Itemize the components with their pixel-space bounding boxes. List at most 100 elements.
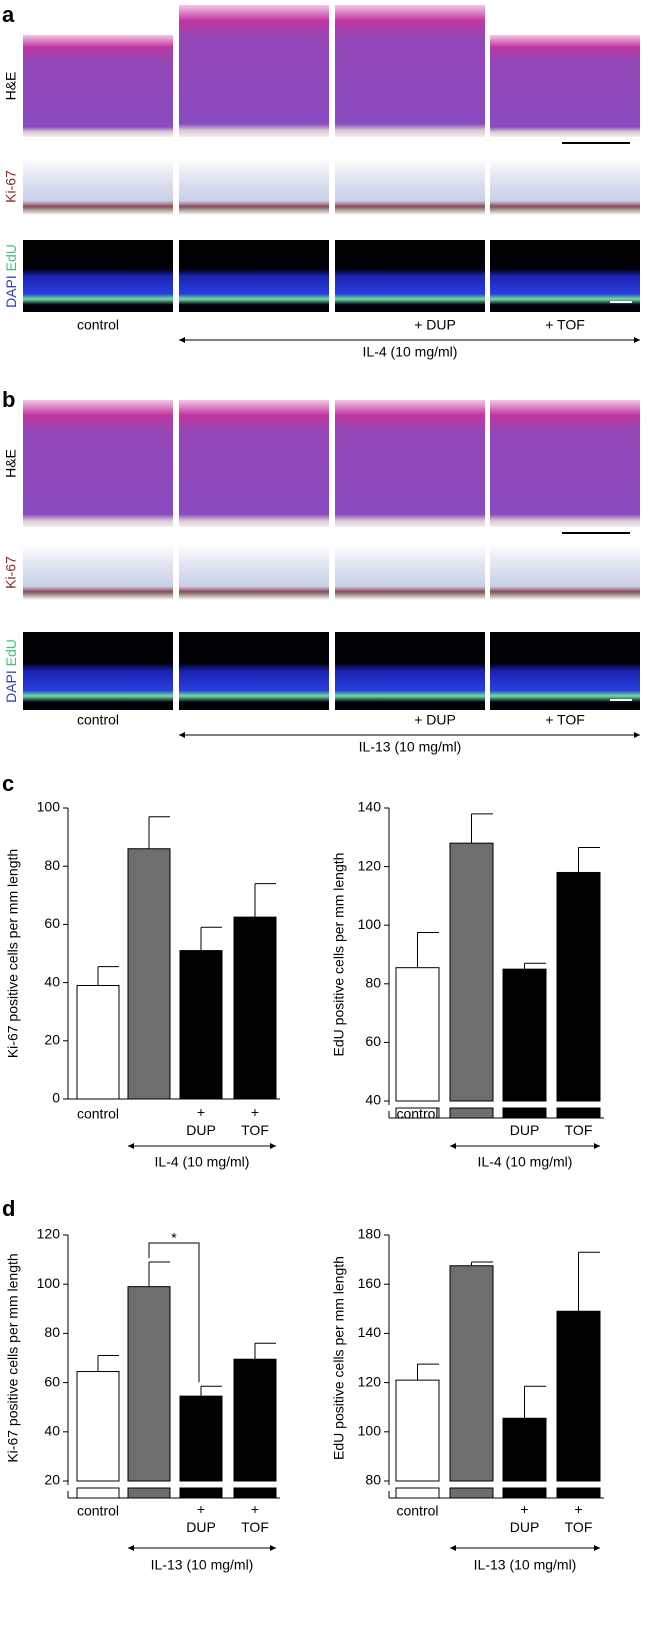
bar — [127, 848, 171, 1100]
y-tick-label: 60 — [44, 1373, 60, 1389]
ki67-image — [335, 545, 485, 600]
group-label: IL-4 (10 mg/ml) — [478, 1154, 573, 1170]
y-axis-label: Ki-67 positive cells per mm length — [5, 849, 21, 1058]
y-tick-label: 80 — [365, 975, 381, 991]
column-label: control — [77, 712, 119, 728]
bar — [556, 871, 601, 1102]
bar — [502, 968, 547, 1102]
dapi-image — [335, 240, 485, 312]
group-label: IL-13 (10 mg/ml) — [151, 1557, 254, 1573]
bar — [233, 916, 277, 1100]
bar — [233, 1358, 277, 1482]
row-label: Ki-67 — [3, 170, 19, 203]
x-tick-label-line: TOF — [565, 1519, 593, 1535]
x-tick-label-line: TOF — [565, 1122, 593, 1138]
y-tick-label: 100 — [37, 1275, 61, 1291]
y-tick-label: 160 — [358, 1275, 382, 1291]
he-image — [23, 35, 173, 137]
x-tick-label: + DUP — [510, 1501, 540, 1535]
axis-break-segment — [395, 1107, 440, 1119]
bar — [395, 1379, 440, 1482]
significance-label: * — [171, 1230, 177, 1246]
axis-break-segment — [502, 1487, 547, 1499]
axis-break-segment — [449, 1487, 494, 1499]
axis-break-segment — [179, 1487, 223, 1499]
group-label: IL-4 (10 mg/ml) — [155, 1154, 250, 1170]
x-tick-label-line: DUP — [186, 1122, 216, 1138]
panel-label: a — [2, 2, 15, 27]
arrow-head — [594, 1545, 600, 1551]
row-label: H&E — [3, 72, 19, 101]
stain-label: DAPI — [3, 275, 19, 308]
ki67-image — [23, 545, 173, 600]
x-tick-label: + TOF — [241, 1501, 269, 1535]
he-image — [490, 35, 640, 137]
y-axis-label: Ki-67 positive cells per mm length — [5, 1253, 21, 1462]
bar — [502, 1417, 547, 1482]
he-image — [335, 400, 485, 527]
x-tick-label: + TOF — [241, 1104, 269, 1138]
panel-label: d — [2, 1196, 15, 1221]
bar — [179, 950, 223, 1100]
x-tick-label-line: + — [574, 1501, 582, 1517]
y-tick-label: 80 — [44, 1324, 60, 1340]
y-tick-label: 20 — [44, 1472, 60, 1488]
ki67-image — [179, 545, 329, 600]
axis-break-segment — [127, 1487, 171, 1499]
dapi-image — [490, 632, 640, 710]
group-label: IL-13 (10 mg/ml) — [474, 1557, 577, 1573]
dapi-image — [23, 240, 173, 312]
y-tick-label: 100 — [358, 916, 382, 932]
row-label: Ki-67 — [3, 556, 19, 589]
row-label: H&E — [3, 449, 19, 478]
panel-label: c — [2, 771, 14, 796]
he-image — [179, 400, 329, 527]
stain-label: DAPI — [3, 670, 19, 703]
bar — [449, 842, 494, 1102]
x-tick-label: control — [77, 1106, 119, 1122]
axis-break-segment — [395, 1487, 440, 1499]
x-tick-label-line: + — [251, 1104, 259, 1120]
y-axis-label: EdU positive cells per mm length — [331, 1256, 347, 1460]
y-tick-label: 120 — [358, 1373, 382, 1389]
x-tick-label: + DUP — [510, 1104, 540, 1138]
bar — [395, 967, 440, 1102]
x-tick-label-line: TOF — [241, 1122, 269, 1138]
x-tick-label-line: + — [520, 1104, 528, 1120]
ki67-image — [490, 158, 640, 215]
y-tick-label: 0 — [52, 1090, 60, 1106]
arrow-head — [179, 337, 185, 343]
axis-break-segment — [233, 1487, 277, 1499]
ki67-image — [23, 158, 173, 215]
row-label: DAPI EdU — [3, 244, 19, 308]
arrow-head — [634, 732, 640, 738]
he-image — [335, 5, 485, 137]
arrow-head — [634, 337, 640, 343]
arrow-head — [128, 1545, 134, 1551]
x-tick-label-line: TOF — [241, 1519, 269, 1535]
he-image — [23, 400, 173, 527]
arrow-head — [450, 1143, 456, 1149]
x-tick-label: + TOF — [565, 1501, 593, 1535]
y-tick-label: 140 — [358, 1324, 382, 1340]
axis-break-segment — [556, 1107, 601, 1119]
bar — [76, 1371, 120, 1482]
y-tick-label: 80 — [365, 1472, 381, 1488]
x-tick-label: control — [396, 1106, 438, 1122]
y-tick-label: 40 — [365, 1092, 381, 1108]
ki67-image — [335, 158, 485, 215]
bar — [76, 985, 120, 1100]
x-tick-label: control — [77, 1503, 119, 1519]
group-label: IL-13 (10 mg/ml) — [359, 739, 462, 755]
x-tick-label-line: + — [520, 1501, 528, 1517]
arrow-head — [270, 1545, 276, 1551]
axis-break-segment — [556, 1487, 601, 1499]
y-tick-label: 100 — [358, 1423, 382, 1439]
y-tick-label: 80 — [44, 857, 60, 873]
stain-label: EdU — [3, 639, 19, 666]
y-tick-label: 100 — [37, 799, 61, 815]
bar — [179, 1395, 223, 1482]
y-tick-label: 180 — [358, 1226, 382, 1242]
y-tick-label: 60 — [44, 915, 60, 931]
